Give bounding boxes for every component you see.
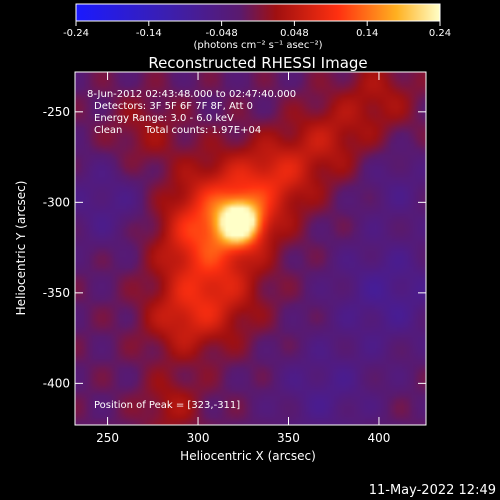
- plot-frame: [74, 71, 427, 426]
- axis-ticks: 250 300 350 400 -250 -300 -350 -400: [43, 72, 426, 445]
- y-tick-label: -350: [43, 286, 70, 300]
- x-tick-label: 250: [96, 431, 119, 445]
- colorbar-tick-label: -0.14: [136, 28, 162, 39]
- chart-title: Reconstructed RHESSI Image: [148, 54, 367, 72]
- heatmap-image: [75, 72, 426, 425]
- colorbar-units: (photons cm⁻² s⁻¹ asec⁻²): [193, 40, 322, 51]
- time-range-label: 8-Jun-2012 02:43:48.000 to 02:47:40.000: [87, 89, 296, 100]
- colorbar-tick-label: -0.24: [63, 28, 89, 39]
- peak-position-label: Position of Peak = [323,-311]: [94, 400, 240, 411]
- y-axis-label: Heliocentric Y (arcsec): [14, 181, 28, 316]
- x-axis-label: Heliocentric X (arcsec): [180, 449, 316, 463]
- total-counts-label: Total counts: 1.97E+04: [144, 125, 261, 136]
- colorbar-tick-label: -0.048: [205, 28, 237, 39]
- y-tick-label: -400: [43, 376, 70, 390]
- x-tick-label: 400: [368, 431, 391, 445]
- colorbar-ticks: -0.24 -0.14 -0.048 0.048 0.14 0.24: [63, 21, 451, 39]
- y-tick-label: -300: [43, 195, 70, 209]
- timestamp: 11-May-2022 12:49: [369, 483, 496, 498]
- colorbar-tick-label: 0.048: [280, 28, 309, 39]
- colorbar: [75, 3, 441, 22]
- y-tick-label: -250: [43, 105, 70, 119]
- x-tick-label: 350: [277, 431, 300, 445]
- x-tick-label: 300: [187, 431, 210, 445]
- colorbar-tick-label: 0.24: [429, 28, 451, 39]
- energy-range-label: Energy Range: 3.0 - 6.0 keV: [94, 113, 234, 124]
- clean-method-label: Clean: [94, 125, 122, 136]
- colorbar-tick-label: 0.14: [356, 28, 378, 39]
- detectors-label: Detectors: 3F 5F 6F 7F 8F, Att 0: [94, 101, 253, 112]
